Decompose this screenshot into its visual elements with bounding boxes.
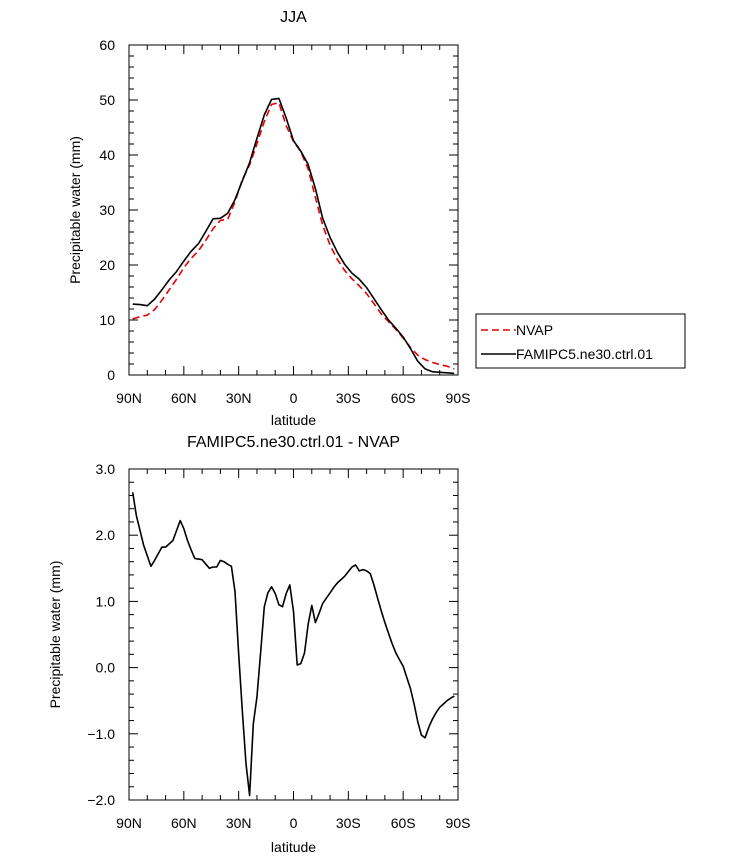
y-tick-label: 60 xyxy=(99,37,115,53)
series-line-famipc5-ne30-ctrl-01 xyxy=(132,97,455,375)
x-axis-label: latitude xyxy=(271,839,316,855)
y-tick-label: 3.0 xyxy=(96,461,116,477)
x-tick-label: 90S xyxy=(446,390,471,406)
y-tick-label: 20 xyxy=(99,257,115,273)
y-tick-label: 2.0 xyxy=(96,527,116,543)
x-tick-label: 60S xyxy=(391,815,416,831)
series-line-difference xyxy=(131,492,455,797)
x-tick-label: 0 xyxy=(290,815,298,831)
y-tick-label: −2.0 xyxy=(87,792,115,808)
legend-label: FAMIPC5.ne30.ctrl.01 xyxy=(516,346,653,362)
x-tick-label: 90N xyxy=(116,815,142,831)
y-tick-label: 40 xyxy=(99,147,115,163)
chart-title: JJA xyxy=(280,9,307,26)
y-tick-label: 50 xyxy=(99,92,115,108)
x-tick-label: 30N xyxy=(226,390,252,406)
x-tick-label: 60S xyxy=(391,390,416,406)
x-tick-label: 60N xyxy=(171,815,197,831)
series-line-nvap xyxy=(132,102,455,370)
chart-panel-2: FAMIPC5.ne30.ctrl.01 - NVAP 90N 60N 30N 0 30S… xyxy=(47,434,470,855)
y-tick-label: 0.0 xyxy=(96,660,116,676)
y-tick-label: 0 xyxy=(107,367,115,383)
x-tick-label: 30S xyxy=(336,815,361,831)
plot-frame xyxy=(128,468,459,801)
x-tick-label: 0 xyxy=(290,390,298,406)
legend: NVAP FAMIPC5.ne30.ctrl.01 xyxy=(475,313,686,369)
chart-panel-1: JJA 90N 60N 30N 0 30S 60S 90S 0 10 20 30 40 50 60 latit… xyxy=(67,9,686,428)
x-tick-label: 30S xyxy=(336,390,361,406)
y-axis-label: Precipitable water (mm) xyxy=(67,136,83,284)
x-tick-label: 60N xyxy=(171,390,197,406)
chart-title: FAMIPC5.ne30.ctrl.01 - NVAP xyxy=(187,434,400,451)
y-axis-label: Precipitable water (mm) xyxy=(47,561,63,709)
y-tick-label: 30 xyxy=(99,202,115,218)
y-tick-label: 1.0 xyxy=(96,593,116,609)
y-tick-label: −1.0 xyxy=(87,726,115,742)
x-axis-label: latitude xyxy=(271,412,316,428)
y-tick-label: 10 xyxy=(99,312,115,328)
legend-box xyxy=(475,313,686,369)
x-tick-label: 90S xyxy=(446,815,471,831)
x-tick-label: 30N xyxy=(226,815,252,831)
legend-label: NVAP xyxy=(516,322,553,338)
x-tick-label: 90N xyxy=(116,390,142,406)
plot-frame xyxy=(128,44,459,376)
